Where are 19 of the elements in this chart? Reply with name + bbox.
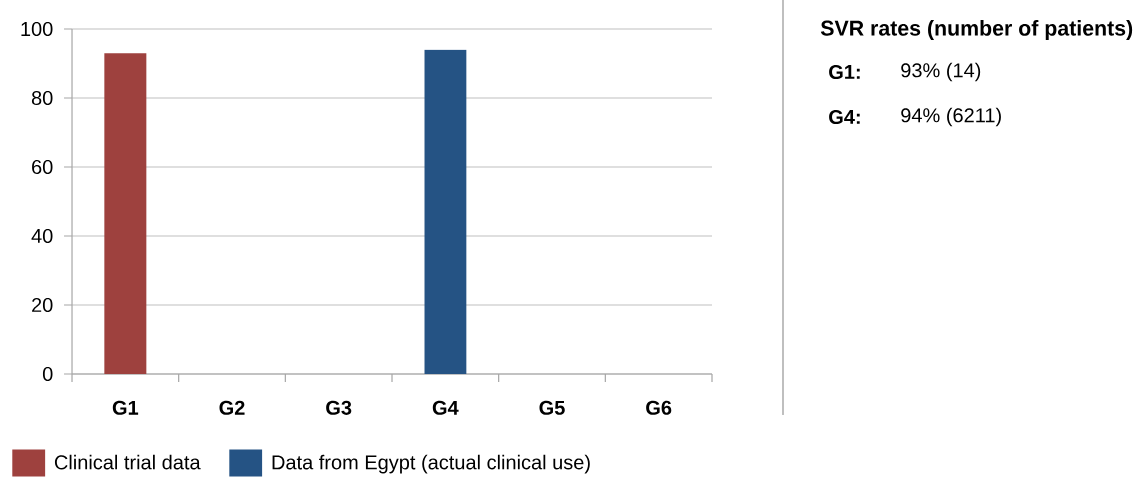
- text: 94% (6211): [901, 107, 1001, 127]
- legend-label: Clinical trial data: [54, 454, 201, 470]
- y-tick-label: 40: [31, 228, 53, 244]
- text: G4:: [829, 109, 860, 125]
- x-tick-label: G2: [219, 400, 245, 415]
- x-tick-label: G6: [646, 400, 672, 415]
- text: SVR rates (number of patients): [820, 20, 1133, 40]
- y-tick-label: 80: [31, 90, 53, 106]
- legend-label: Data from Egypt (actual clinical use): [272, 454, 590, 474]
- y-tick-label: 0: [42, 366, 53, 382]
- y-tick-label: 60: [32, 159, 53, 175]
- y-tick-label: 20: [32, 297, 53, 313]
- x-tick-label: G4: [432, 400, 459, 415]
- text: G1:: [829, 64, 860, 80]
- x-tick-label: G5: [539, 400, 565, 415]
- y-tick-label: 100: [21, 21, 53, 37]
- text: 93% (14): [901, 62, 981, 82]
- x-tick-label: G3: [326, 400, 352, 415]
- x-tick-label: G1: [112, 400, 139, 415]
